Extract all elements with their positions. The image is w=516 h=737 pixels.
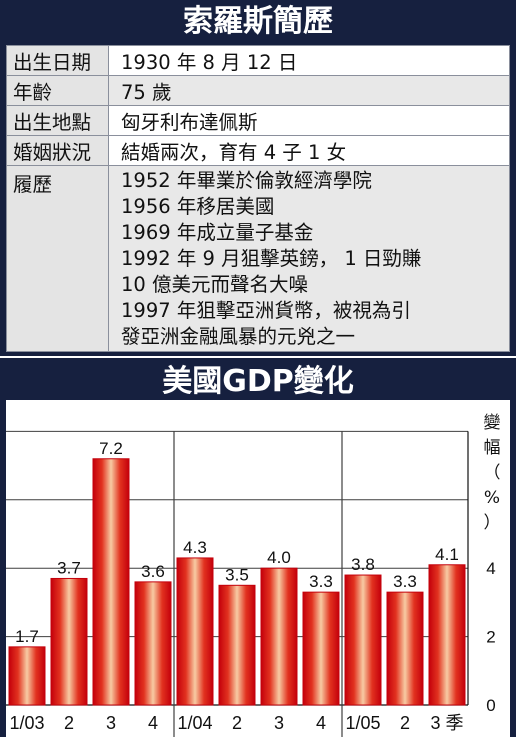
bar [176,557,214,706]
data-label: 3.5 [225,565,249,584]
gdp-bar-chart: 1.7 3.7 7.2 3.6 4.3 3.5 4.0 3.3 3.8 3.3 4.1 0 2 4 1/… [6,400,510,737]
resume-line: 1997 年狙擊亞洲貨幣，被視為引 [121,299,411,322]
data-label: 4.0 [267,548,291,567]
bio-panel: 索羅斯簡歷 出生日期 1930 年 8 月 12 日 年齡 75 歲 出生地點 … [0,0,516,356]
resume-line: 1969 年成立量子基金 [121,221,314,244]
resume-line: 發亞洲金融風暴的元兇之一 [121,325,356,348]
x-tick-label: 1/03 [9,713,44,733]
birth-date-label: 出生日期 [6,45,109,76]
y-axis-label: 變幅 （% ） [484,413,501,533]
x-tick-label: 4 [316,713,326,733]
resume-line: 1956 年移居美國 [121,195,275,218]
bio-title: 索羅斯簡歷 [183,4,333,39]
resume-value: 1952 年畢業於倫敦經濟學院 1956 年移居美國 1969 年成立量子基金 … [108,165,510,352]
data-label: 4.3 [183,538,207,557]
x-tick-label: 3 [106,713,116,733]
data-label: 7.2 [99,439,123,458]
x-tick-label: 1/05 [345,713,380,733]
data-label: 3.7 [57,558,81,577]
age-label: 年齡 [6,75,109,106]
age-value: 75 歲 [108,75,510,106]
y-tick-label: 2 [486,628,495,647]
resume-label: 履歷 [6,165,109,352]
x-tick-label: 3 [274,713,284,733]
x-tick-label: 2 [64,713,74,733]
x-tick-label: 1/04 [177,713,212,733]
y-axis-label-char: % [484,488,500,508]
resume-line: 1952 年畢業於倫敦經濟學院 [121,169,372,192]
bar [302,591,340,706]
bio-table: 出生日期 1930 年 8 月 12 日 年齡 75 歲 出生地點 匈牙利布達佩… [6,45,510,352]
data-label: 3.8 [351,555,375,574]
y-tick-label: 4 [486,559,495,578]
value-labels: 1.7 3.7 7.2 3.6 4.3 3.5 4.0 3.3 3.8 3.3 4.1 [15,439,459,646]
bar [428,564,466,706]
y-axis-label-char: ） [484,513,501,533]
birthplace-value: 匈牙利布達佩斯 [108,105,510,136]
y-axis-label-char: 變 [484,413,501,433]
data-label: 3.3 [309,572,333,591]
birthplace-label: 出生地點 [6,105,109,136]
bar [134,581,172,706]
chart-title: 美國GDP變化 [162,364,354,399]
table-row: 出生日期 1930 年 8 月 12 日 [6,45,510,76]
year-separators [173,431,343,737]
x-tick-label: 4 [148,713,158,733]
marital-label: 婚姻狀況 [6,135,109,166]
y-tick-label: 0 [486,696,495,715]
data-label: 1.7 [15,627,39,646]
data-label: 3.3 [393,572,417,591]
table-row: 出生地點 匈牙利布達佩斯 [6,105,510,136]
bar [218,584,256,706]
x-tick-label: 2 [232,713,242,733]
x-tick-label: 3 季 [430,713,463,733]
table-row: 履歷 1952 年畢業於倫敦經濟學院 1956 年移居美國 1969 年成立量子… [6,165,510,352]
bar [8,646,46,706]
marital-value: 結婚兩次，育有 4 子 1 女 [108,135,510,166]
resume-line: 1992 年 9 月狙擊英鎊， 1 日勁賺 [121,247,422,270]
x-tick-label: 2 [400,713,410,733]
x-labels: 1/03 2 3 4 1/04 2 3 4 1/05 2 3 季 [9,713,463,733]
bar [386,591,424,706]
y-ticks: 0 2 4 [486,559,495,715]
bar [344,574,382,706]
table-row: 婚姻狀況 結婚兩次，育有 4 子 1 女 [6,135,510,166]
gdp-panel: 美國GDP變化 1.7 3.7 7.2 3.6 4.3 3.5 4.0 3.3 3.8 3.3 4.… [0,358,516,737]
birth-date-value: 1930 年 8 月 12 日 [108,45,510,76]
bar [92,458,130,706]
y-axis-label-char: （ [484,463,501,483]
bar [260,567,298,706]
bar [50,577,88,706]
bars [8,458,466,706]
y-axis-label-char: 幅 [484,438,501,458]
data-label: 3.6 [141,562,165,581]
table-row: 年齡 75 歲 [6,75,510,106]
resume-line: 10 億美元而聲名大噪 [121,273,309,296]
data-label: 4.1 [435,545,459,564]
